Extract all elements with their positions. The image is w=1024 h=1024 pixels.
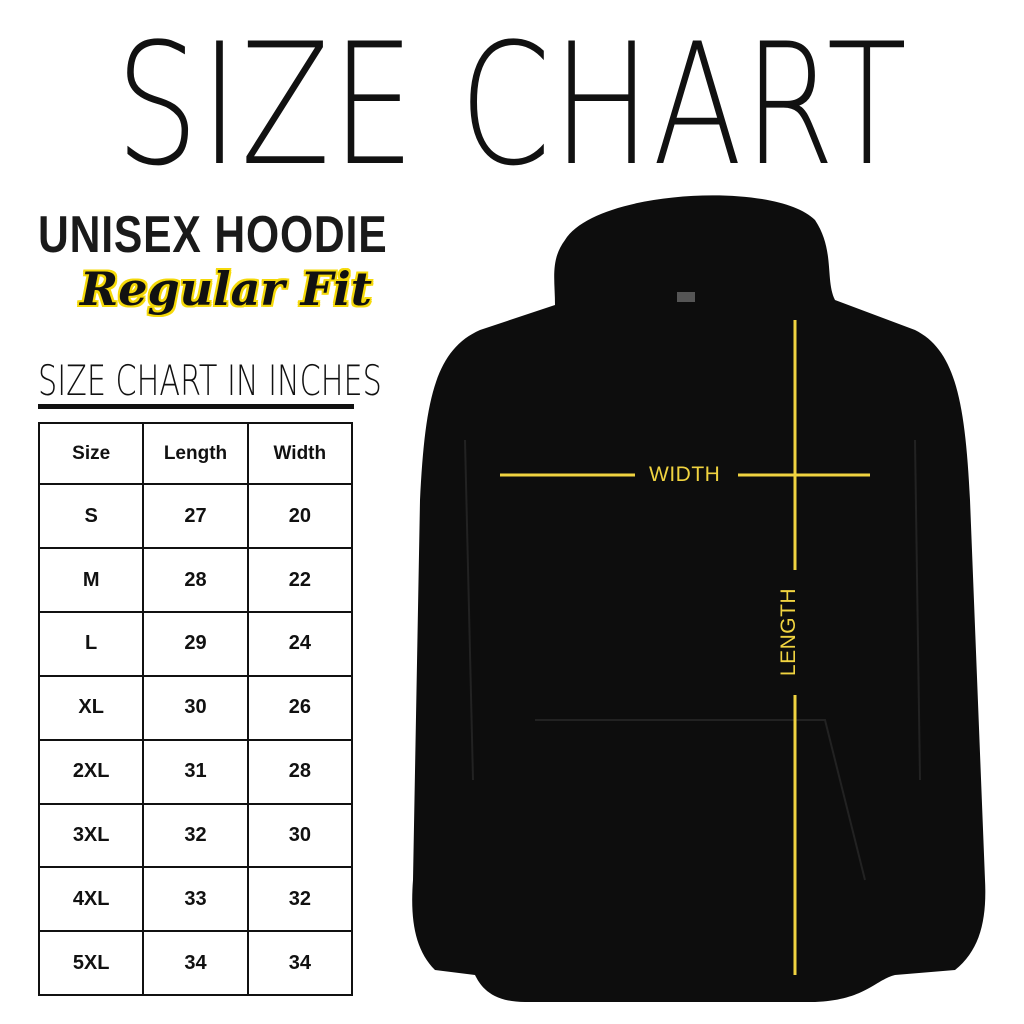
table-cell: 32 [142,802,249,869]
table-cell: L [37,611,145,677]
width-label: WIDTH [649,463,721,486]
table-cell: 28 [142,547,249,614]
table-cell: 28 [246,738,354,805]
table-cell: XL [37,674,145,741]
table-row: 4XL 33 32 [37,866,354,933]
table-cell: 31 [142,738,249,805]
heading-underline [38,404,354,409]
table-cell: 20 [246,483,354,550]
table-cell: 27 [142,483,249,550]
table-cell: S [37,483,145,550]
hoodie-illustration [412,195,986,1002]
hoodie-body [412,195,986,1002]
table-row: L 29 24 [37,611,354,677]
table-cell: 26 [246,674,354,741]
table-header-row: Size Length Width [37,421,354,486]
table-row: 3XL 32 30 [37,802,354,869]
length-label: LENGTH [777,587,801,677]
hoodie-tag [677,292,695,302]
size-table: Size Length Width S 27 20 M 28 22 L 29 24 XL 30 26 2XL 3… [37,421,354,996]
table-row: XL 30 26 [37,674,354,741]
product-name: UNISEX HOODIE [38,206,388,264]
table-cell: 34 [142,930,249,996]
table-cell: 32 [246,866,354,933]
table-cell: 4XL [37,866,145,933]
fit-label: Regular Fit [80,262,373,316]
table-cell: 3XL [37,802,145,869]
table-cell: 30 [246,802,354,869]
table-cell: 22 [246,547,354,614]
table-row: 2XL 31 28 [37,738,354,805]
table-cell: 24 [246,611,354,677]
table-row: S 27 20 [37,483,354,550]
page-title: SIZE CHART [115,7,909,203]
table-cell: M [37,547,145,614]
table-cell: 33 [142,866,249,933]
table-cell: 2XL [37,738,145,805]
table-row: 5XL 34 34 [37,930,354,996]
table-cell: 34 [246,930,354,996]
column-header: Size [37,421,145,486]
table-cell: 29 [142,611,249,677]
table-cell: 30 [142,674,249,741]
units-heading: SIZE CHART IN INCHES [38,356,382,405]
column-header: Length [142,421,249,486]
table-cell: 5XL [37,930,145,996]
column-header: Width [246,421,354,486]
table-row: M 28 22 [37,547,354,614]
